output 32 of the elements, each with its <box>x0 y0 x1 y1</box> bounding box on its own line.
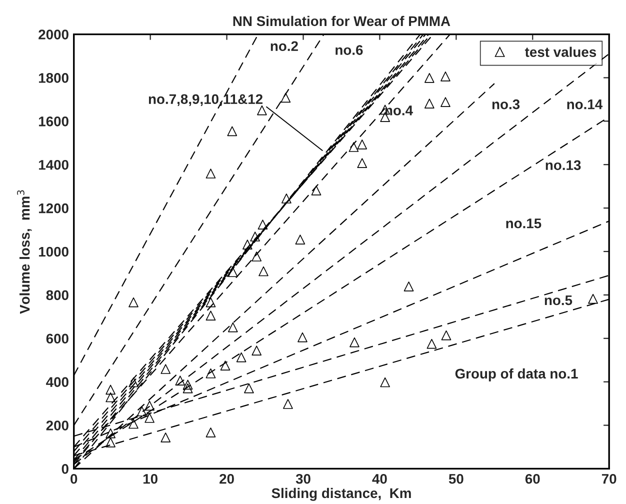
x-tick-label: 0 <box>70 474 78 484</box>
x-tick-label: 20 <box>220 474 234 484</box>
x-tick-label: 30 <box>296 474 310 484</box>
x-tick-label: 70 <box>602 474 616 484</box>
chart-title: NN Simulation for Wear of PMMA <box>233 16 450 26</box>
legend-label: test values <box>524 46 596 57</box>
y-tick-label: 1400 <box>38 160 68 170</box>
annotation: no.5 <box>544 295 572 306</box>
y-tick-label: 800 <box>46 290 68 300</box>
annotation: no.15 <box>506 218 542 228</box>
y-tick-label: 1200 <box>38 203 68 214</box>
annotation: no.14 <box>567 100 603 110</box>
x-tick-label: 60 <box>525 474 540 484</box>
annotation: Group of data no.1 <box>455 368 578 382</box>
annotation: no.3 <box>492 99 520 110</box>
y-tick-label: 1800 <box>38 73 68 83</box>
y-tick-label: 600 <box>46 334 68 344</box>
x-tick-label: 10 <box>143 474 158 484</box>
y-tick-label: 1000 <box>38 246 68 257</box>
x-axis-title: Sliding distance, Km <box>272 488 411 501</box>
y-tick-label: 1600 <box>38 116 68 126</box>
annotation: no.13 <box>546 160 581 170</box>
annotation: no.7,8,9,10,11&12 <box>148 94 263 106</box>
y-axis-title: Volume loss, mm$^{3}$ <box>17 190 32 314</box>
y-tick-label: 400 <box>46 377 68 387</box>
y-tick-label: 200 <box>46 420 68 430</box>
y-tick-label: 2000 <box>38 30 68 40</box>
x-tick-label: 40 <box>372 474 387 484</box>
annotation: no.6 <box>336 45 363 55</box>
x-tick-label: 50 <box>448 474 464 484</box>
y-tick-label: 0 <box>62 464 68 474</box>
annotation: no.2 <box>270 41 298 52</box>
